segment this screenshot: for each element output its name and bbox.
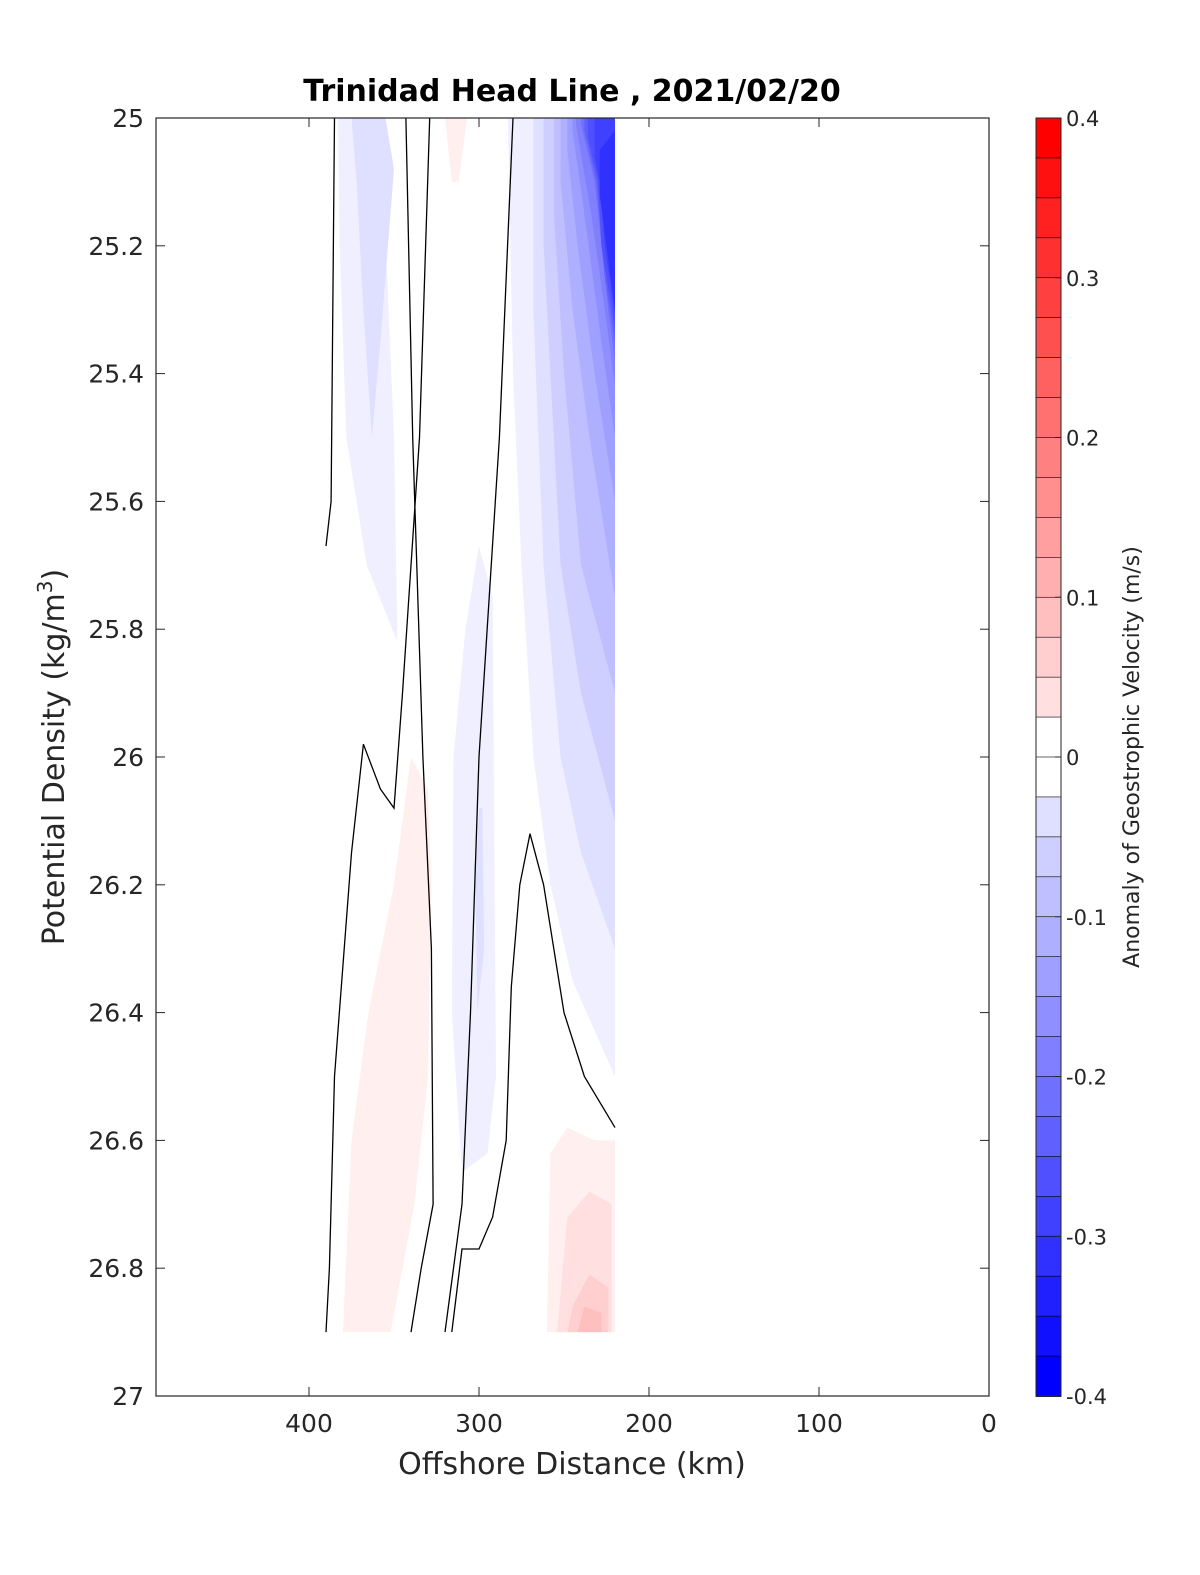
colorbar-swatch [1035, 357, 1062, 399]
colorbar-swatch [1035, 916, 1062, 958]
y-tick-label: 26.6 [88, 1126, 144, 1155]
negative-core-offshore [351, 118, 394, 438]
y-tick-labels: 25 25.2 25.4 25.6 25.8 26 26.2 26.4 26.6 26.8 27 [88, 104, 144, 1411]
colorbar-swatch [1035, 956, 1062, 998]
colorbar-ticks [1055, 117, 1061, 1397]
y-axis-label-superscript: 3 [33, 580, 57, 593]
colorbar-swatch [1035, 477, 1062, 519]
chart-title: Trinidad Head Line , 2021/02/20 [303, 74, 840, 109]
y-axis-label: Potential Density (kg/m3) [33, 569, 72, 945]
colorbar-swatch [1035, 157, 1062, 199]
colorbar-swatch [1035, 317, 1062, 359]
x-tick-label: 300 [455, 1409, 503, 1438]
positive-band-1 [343, 757, 432, 1333]
colorbar-swatch [1035, 636, 1062, 679]
colorbar-tick-labels: 0.4 0.3 0.2 0.1 0 -0.1 -0.2 -0.3 -0.4 [1066, 107, 1107, 1409]
axis-ticks [156, 117, 990, 1397]
y-tick-label: 25.8 [88, 615, 144, 644]
x-tick-label: 0 [981, 1409, 997, 1438]
colorbar-tick-label: -0.2 [1066, 1066, 1107, 1090]
colorbar-tick-label: 0.4 [1066, 107, 1099, 131]
y-axis-label-main: Potential Density (kg/m [37, 593, 72, 945]
zero-contour-3 [405, 117, 434, 1333]
colorbar-swatch [1035, 557, 1062, 599]
colorbar: 0.4 0.3 0.2 0.1 0 -0.1 -0.2 -0.3 -0.4 [1035, 107, 1107, 1409]
colorbar-swatch [1035, 1076, 1062, 1118]
colorbar-swatch [1035, 117, 1062, 159]
colorbar-swatch [1035, 876, 1062, 918]
x-tick-label: 100 [795, 1409, 843, 1438]
colorbar-swatch [1035, 796, 1062, 838]
y-tick-label: 25.4 [88, 360, 144, 389]
colorbar-swatch [1035, 277, 1062, 319]
colorbar-swatch [1035, 596, 1062, 639]
y-tick-label: 25.2 [88, 232, 144, 261]
colorbar-swatch [1035, 397, 1062, 439]
y-tick-label: 26 [112, 743, 144, 772]
colorbar-swatch [1035, 1116, 1062, 1158]
colorbar-swatch [1035, 1036, 1062, 1078]
positive-band-6 [577, 1306, 602, 1333]
colorbar-tick-label: 0.1 [1066, 586, 1099, 610]
colorbar-swatch [1035, 716, 1062, 758]
colorbar-swatch [1035, 1275, 1062, 1318]
y-tick-label: 26.2 [88, 871, 144, 900]
colorbar-tick-label: 0.2 [1066, 427, 1099, 451]
zero-contour-2 [325, 117, 431, 1333]
colorbar-swatch [1035, 237, 1062, 279]
positive-band-2 [445, 118, 468, 182]
colorbar-swatch [1035, 197, 1062, 239]
contour-fills [337, 118, 615, 1333]
plot-area [155, 117, 990, 1397]
y-axis-label-close: ) [37, 569, 72, 581]
colorbar-swatch [1035, 756, 1062, 798]
colorbar-swatch [1035, 1315, 1062, 1357]
colorbar-label: Anomaly of Geostrophic Velocity (m/s) [1120, 546, 1145, 968]
colorbar-swatch [1035, 1156, 1062, 1198]
y-tick-label: 25.6 [88, 487, 144, 516]
x-tick-label: 400 [285, 1409, 333, 1438]
colorbar-tick-label: 0 [1066, 746, 1079, 770]
negative-band-mid [451, 546, 496, 1173]
colorbar-swatch [1035, 996, 1062, 1038]
colorbar-swatch [1035, 1196, 1062, 1238]
colorbar-swatch [1035, 676, 1062, 718]
zero-contour-4 [444, 117, 514, 1333]
colorbar-swatch [1035, 1355, 1062, 1397]
y-tick-label: 26.4 [88, 999, 144, 1028]
colorbar-tick-label: -0.4 [1066, 1385, 1107, 1409]
y-tick-label: 25 [112, 104, 144, 133]
x-tick-label: 200 [625, 1409, 673, 1438]
y-tick-label: 26.8 [88, 1254, 144, 1283]
colorbar-swatch [1035, 437, 1062, 479]
colorbar-tick-label: 0.3 [1066, 267, 1099, 291]
zero-contours [325, 117, 616, 1333]
colorbar-swatch [1035, 836, 1062, 878]
colorbar-tick-label: -0.1 [1066, 906, 1107, 930]
x-tick-labels: 400 300 200 100 0 [285, 1409, 997, 1438]
negative-core-mid [475, 808, 485, 1013]
colorbar-tick-label: -0.3 [1066, 1225, 1107, 1249]
colorbar-swatch [1035, 517, 1062, 559]
zero-contour-1 [325, 117, 336, 547]
y-tick-label: 27 [112, 1382, 144, 1411]
nearshore-negative-level-13 [599, 130, 615, 310]
colorbar-swatch [1035, 1235, 1062, 1278]
x-axis-label: Offshore Distance (km) [398, 1447, 746, 1482]
zero-contour-5 [451, 833, 616, 1333]
